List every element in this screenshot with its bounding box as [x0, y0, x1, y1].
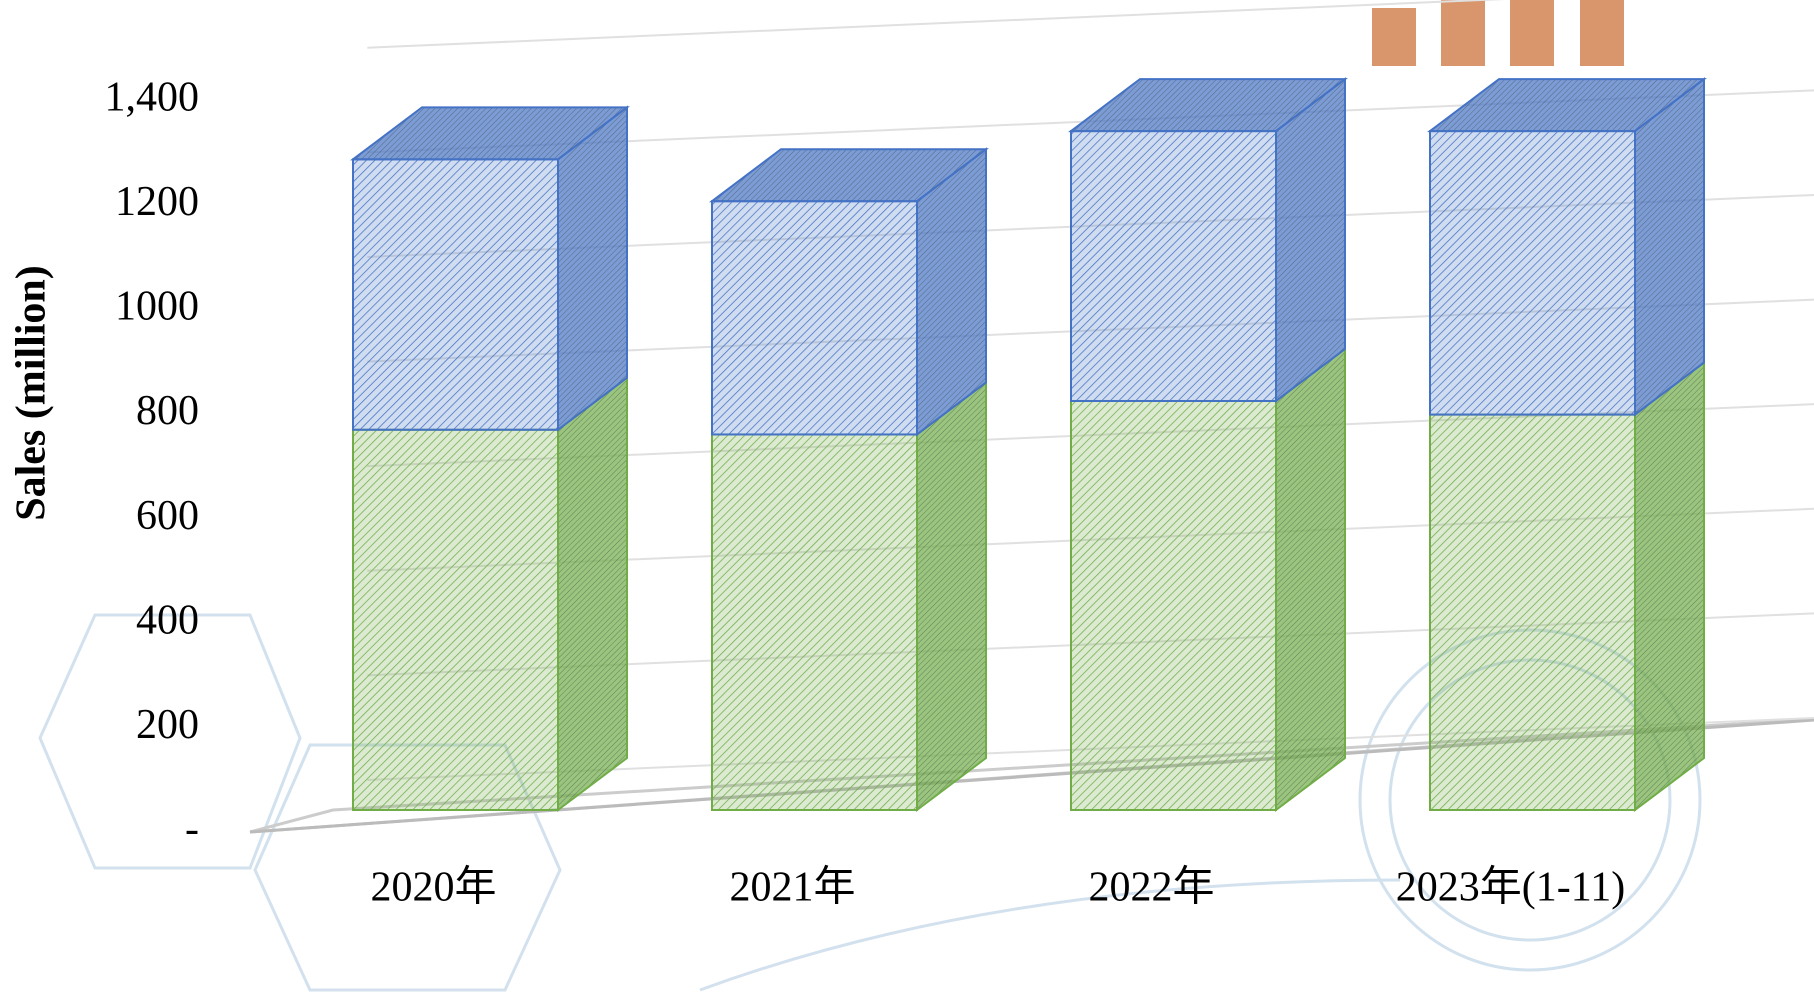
bar-side	[557, 105, 628, 432]
y-axis-label: Sales (million)	[9, 265, 55, 521]
bar-top	[1427, 78, 1707, 133]
bar-side	[557, 375, 628, 813]
bar-top	[1068, 78, 1348, 133]
bar	[711, 433, 918, 811]
y-tick-label: 800	[136, 388, 199, 434]
x-tick-label: 2022年	[1088, 864, 1214, 911]
bar-side	[1634, 77, 1705, 417]
bar-side	[1275, 346, 1346, 813]
bar	[1070, 130, 1277, 402]
y-tick-label: 1,400	[105, 74, 200, 120]
x-tick-label: 2020年	[370, 864, 496, 911]
bar-top	[350, 106, 630, 161]
bar	[711, 200, 918, 436]
bar	[352, 158, 559, 431]
x-tick-label: 2023年(1-11)	[1396, 864, 1625, 911]
decoration	[1372, 0, 1624, 66]
bar-side	[1275, 77, 1346, 403]
bar-top	[709, 148, 989, 203]
y-tick-label: 1200	[115, 179, 199, 225]
bar	[1429, 130, 1636, 416]
bar	[1070, 399, 1277, 811]
y-tick-label: -	[185, 807, 199, 853]
bar	[352, 428, 559, 811]
bar-side	[916, 380, 987, 813]
y-tick-label: 200	[136, 702, 199, 748]
bar	[1429, 413, 1636, 811]
y-tick-label: 600	[136, 493, 199, 539]
y-tick-label: 1000	[115, 284, 199, 330]
y-tick-label: 400	[136, 597, 199, 643]
grid-line	[367, 0, 1506, 49]
x-tick-label: 2021年	[729, 864, 855, 911]
bar-side	[1634, 360, 1705, 813]
